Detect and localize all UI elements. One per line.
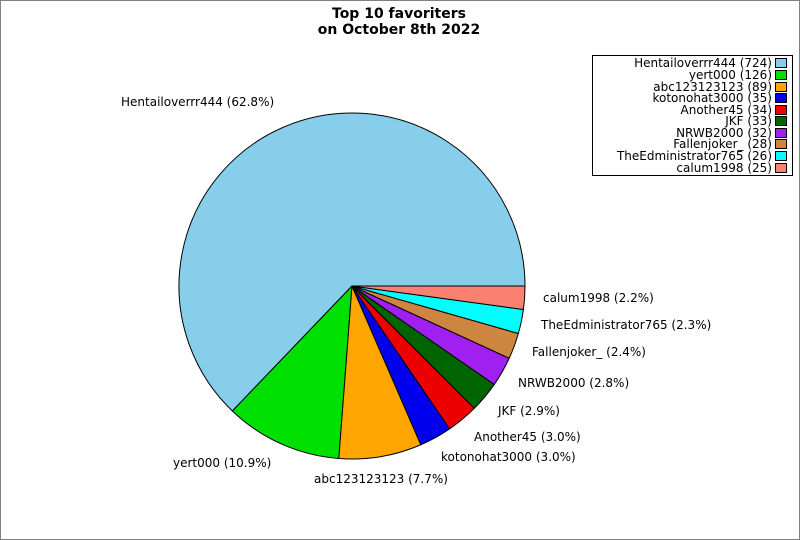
legend-label: NRWB2000 (32) xyxy=(676,125,772,140)
legend-item: NRWB2000 (32) xyxy=(595,127,787,139)
legend-label: kotonohat3000 (35) xyxy=(652,91,772,106)
legend-swatch xyxy=(775,162,787,173)
legend-swatch xyxy=(775,81,787,92)
legend-item: Hentailoverrr444 (724) xyxy=(595,56,787,71)
slice-label-fallenjoker-: Fallenjoker_ (2.4%) xyxy=(532,345,646,359)
legend-swatch xyxy=(775,139,787,150)
slice-label-jkf: JKF (2.9%) xyxy=(498,404,560,418)
slice-label-kotonohat3000: kotonohat3000 (3.0%) xyxy=(441,450,576,464)
slice-label-nrwb2000: NRWB2000 (2.8%) xyxy=(518,376,630,390)
legend: Hentailoverrr444 (724) yert000 (126) abc12… xyxy=(592,55,793,176)
slice-label-hentailoverrr444: Hentailoverrr444 (62.8%) xyxy=(121,95,275,109)
legend-item: Another45 (34) xyxy=(595,104,787,116)
slice-label-theedministrator765: TheEdministrator765 (2.3%) xyxy=(541,318,712,332)
legend-item: TheEdministrator765 (26) xyxy=(595,150,787,162)
pie-slice-calum1998 xyxy=(351,285,526,311)
legend-label: Fallenjoker_ (28) xyxy=(673,137,772,152)
legend-swatch xyxy=(775,127,787,138)
legend-item: kotonohat3000 (35) xyxy=(595,92,787,104)
legend-swatch xyxy=(775,104,787,115)
legend-item: JKF (33) xyxy=(595,114,787,129)
pie-slice-yert000 xyxy=(231,285,353,459)
legend-item: abc123123123 (89) xyxy=(595,81,787,93)
legend-label: yert000 (126) xyxy=(688,67,772,82)
legend-swatch xyxy=(775,58,787,69)
chart-title: Top 10 favoriters on October 8th 2022 xyxy=(1,6,797,38)
legend-label: Hentailoverrr444 (724) xyxy=(634,56,772,71)
legend-label: JKF (33) xyxy=(725,114,772,129)
chart-title-line1: Top 10 favoriters xyxy=(332,6,466,22)
pie-slice-hentailoverrr444 xyxy=(178,112,526,412)
slice-label-another45: Another45 (3.0%) xyxy=(474,430,581,444)
slice-label-yert000: yert000 (10.9%) xyxy=(173,456,272,470)
slice-label-abc123123123: abc123123123 (7.7%) xyxy=(314,472,448,486)
legend-swatch xyxy=(775,93,787,104)
legend-label: calum1998 (25) xyxy=(676,160,772,175)
legend-item: Fallenjoker_ (28) xyxy=(595,137,787,152)
legend-label: TheEdministrator765 (26) xyxy=(616,149,772,164)
chart-title-line2: on October 8th 2022 xyxy=(317,22,481,38)
legend-swatch xyxy=(775,151,787,162)
legend-swatch xyxy=(775,116,787,127)
legend-label: Another45 (34) xyxy=(680,102,773,117)
legend-swatch xyxy=(775,69,787,80)
legend-item: calum1998 (25) xyxy=(595,162,787,174)
legend-label: abc123123123 (89) xyxy=(653,79,772,94)
slice-label-calum1998: calum1998 (2.2%) xyxy=(543,291,654,305)
legend-item: yert000 (126) xyxy=(595,69,787,81)
